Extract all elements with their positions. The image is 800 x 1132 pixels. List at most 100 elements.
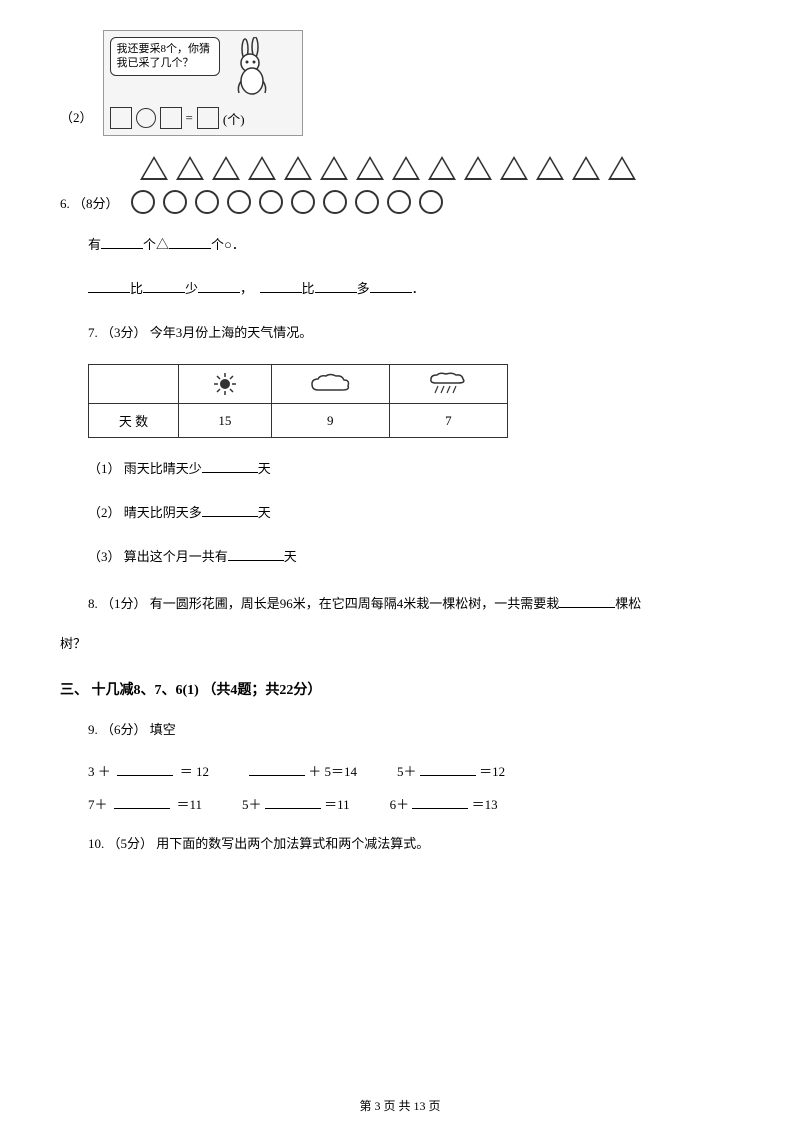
row-label: 天 数 <box>89 404 179 438</box>
q6-prefix: 6. （8分） <box>60 193 119 212</box>
q2-label: （2） <box>60 107 93 126</box>
triangle-icon <box>392 156 420 180</box>
text: （3） 算出这个月一共有 <box>88 549 228 564</box>
text: 个△ <box>143 237 169 252</box>
triangle-icon <box>428 156 456 180</box>
text: ＝13 <box>472 797 498 812</box>
circle-icon <box>227 190 251 214</box>
rabbit-icon <box>227 37 277 97</box>
blank[interactable] <box>117 762 173 776</box>
blank[interactable] <box>169 235 211 249</box>
q9-prefix: 9. （6分） 填空 <box>88 717 740 743</box>
q9-row2: 7＋ ＝11 5＋ ＝11 6＋ ＝13 <box>88 794 740 813</box>
q6-line2: 比 少 ， 比 多 ． <box>88 276 740 302</box>
triangles-row <box>140 156 740 180</box>
blank[interactable] <box>202 459 258 473</box>
text: 7＋ <box>88 797 108 812</box>
triangle-icon <box>140 156 168 180</box>
q7-sub3: （3） 算出这个月一共有 天 <box>88 544 740 570</box>
sun-icon <box>179 365 272 404</box>
text: ＝12 <box>479 764 505 779</box>
circles-row <box>131 190 443 214</box>
equation-boxes: = (个) <box>110 107 296 129</box>
text: ＋ 5＝14 <box>308 764 357 779</box>
blank[interactable] <box>265 795 321 809</box>
cloud-icon <box>271 365 389 404</box>
text: 6＋ <box>390 797 410 812</box>
circle-icon <box>195 190 219 214</box>
q6-line1: 有个△个○． <box>88 232 740 258</box>
blank[interactable] <box>559 594 615 608</box>
section-3-title: 三、 十几减8、7、6(1) （共4题；共22分） <box>60 679 740 699</box>
circle-icon <box>259 190 283 214</box>
text: ． <box>412 281 425 296</box>
text: 5＋ <box>397 764 417 779</box>
operator-circle <box>136 108 156 128</box>
text: 少 <box>185 281 198 296</box>
q8: 8. （1分） 有一圆形花圃，周长是96米，在它四周每隔4米栽一棵松树，一共需要… <box>88 588 740 619</box>
text: 天 <box>258 461 271 476</box>
text: 棵松 <box>615 596 641 611</box>
text: 有 <box>88 237 101 252</box>
triangle-icon <box>464 156 492 180</box>
blank[interactable] <box>228 547 284 561</box>
circle-icon <box>355 190 379 214</box>
text: 比 <box>130 281 143 296</box>
text: ＝11 <box>177 797 203 812</box>
equals-text: = <box>186 110 193 126</box>
blank[interactable] <box>412 795 468 809</box>
triangle-icon <box>248 156 276 180</box>
text: 3 ＋ <box>88 764 111 779</box>
triangle-icon <box>320 156 348 180</box>
cloudy-days: 9 <box>271 404 389 438</box>
unit-text: (个) <box>223 109 245 128</box>
blank[interactable] <box>198 279 240 293</box>
blank[interactable] <box>315 279 357 293</box>
blank[interactable] <box>114 795 170 809</box>
q10: 10. （5分） 用下面的数写出两个加法算式和两个减法算式。 <box>88 831 740 857</box>
sunny-days: 15 <box>179 404 272 438</box>
q2-illustration: 我还要采8个，你猜我已采了几个？ = (个) <box>103 30 303 136</box>
blank[interactable] <box>143 279 185 293</box>
text: 8. （1分） 有一圆形花圃，周长是96米，在它四周每隔4米栽一棵松树，一共需要… <box>88 596 559 611</box>
box-2 <box>160 107 182 129</box>
circle-icon <box>419 190 443 214</box>
circle-icon <box>291 190 315 214</box>
blank[interactable] <box>260 279 302 293</box>
q7-sub1: （1） 雨天比晴天少 天 <box>88 456 740 482</box>
triangle-icon <box>500 156 528 180</box>
blank[interactable] <box>88 279 130 293</box>
rain-icon <box>389 365 507 404</box>
circle-icon <box>131 190 155 214</box>
circle-icon <box>387 190 411 214</box>
text: （1） 雨天比晴天少 <box>88 461 202 476</box>
text: ＝ 12 <box>180 764 209 779</box>
triangle-icon <box>356 156 384 180</box>
triangle-icon <box>284 156 312 180</box>
box-3 <box>197 107 219 129</box>
q8-cont: 树？ <box>60 631 740 657</box>
speech-bubble: 我还要采8个，你猜我已采了几个？ <box>110 37 220 76</box>
triangle-icon <box>536 156 564 180</box>
text: 天 <box>284 549 297 564</box>
q9-row1: 3 ＋ ＝ 12 ＋ 5＝14 5＋ ＝12 <box>88 761 740 780</box>
text: 比 <box>302 281 315 296</box>
text: ＝11 <box>324 797 350 812</box>
blank[interactable] <box>370 279 412 293</box>
blank[interactable] <box>420 762 476 776</box>
text: ， <box>240 281 253 296</box>
blank[interactable] <box>101 235 143 249</box>
rainy-days: 7 <box>389 404 507 438</box>
box-1 <box>110 107 132 129</box>
circle-icon <box>323 190 347 214</box>
blank[interactable] <box>249 762 305 776</box>
text: 多 <box>357 281 370 296</box>
text: （2） 晴天比阴天多 <box>88 505 202 520</box>
q2-block: （2） 我还要采8个，你猜我已采了几个？ = <box>60 30 740 136</box>
q7-prefix: 7. （3分） 今年3月份上海的天气情况。 <box>88 320 740 346</box>
page-footer: 第 3 页 共 13 页 <box>0 1097 800 1114</box>
triangle-icon <box>572 156 600 180</box>
blank[interactable] <box>202 503 258 517</box>
triangle-icon <box>176 156 204 180</box>
circle-icon <box>163 190 187 214</box>
